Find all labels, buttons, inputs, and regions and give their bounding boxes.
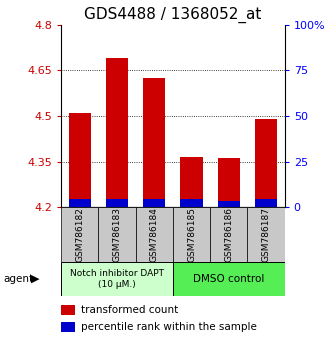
Text: ▶: ▶ (31, 274, 40, 284)
Bar (180, 200, 203, 207)
Bar (69, 113, 91, 207)
Bar (218, 201, 240, 207)
Bar (61, 305, 75, 315)
Bar (136, 207, 173, 262)
Text: GSM786185: GSM786185 (187, 207, 196, 262)
Text: GSM786182: GSM786182 (75, 207, 84, 262)
Bar (143, 200, 166, 207)
Text: agent: agent (3, 274, 33, 284)
Bar (255, 119, 277, 207)
Bar (61, 322, 75, 332)
Text: GSM786184: GSM786184 (150, 207, 159, 262)
Bar (99, 207, 136, 262)
Text: GSM786186: GSM786186 (224, 207, 233, 262)
Text: Notch inhibitor DAPT
(10 μM.): Notch inhibitor DAPT (10 μM.) (70, 269, 164, 289)
Text: DMSO control: DMSO control (193, 274, 264, 284)
Bar (173, 207, 210, 262)
Bar (218, 159, 240, 207)
Bar (173, 262, 285, 296)
Title: GDS4488 / 1368052_at: GDS4488 / 1368052_at (84, 7, 261, 23)
Bar (255, 200, 277, 207)
Text: GSM786183: GSM786183 (113, 207, 121, 262)
Text: percentile rank within the sample: percentile rank within the sample (81, 322, 257, 332)
Text: GSM786187: GSM786187 (261, 207, 270, 262)
Bar (143, 78, 166, 207)
Bar (61, 262, 173, 296)
Bar (61, 207, 99, 262)
Bar (180, 157, 203, 207)
Bar (247, 207, 285, 262)
Bar (210, 207, 247, 262)
Text: transformed count: transformed count (81, 305, 179, 315)
Bar (106, 200, 128, 207)
Bar (69, 200, 91, 207)
Bar (106, 58, 128, 207)
